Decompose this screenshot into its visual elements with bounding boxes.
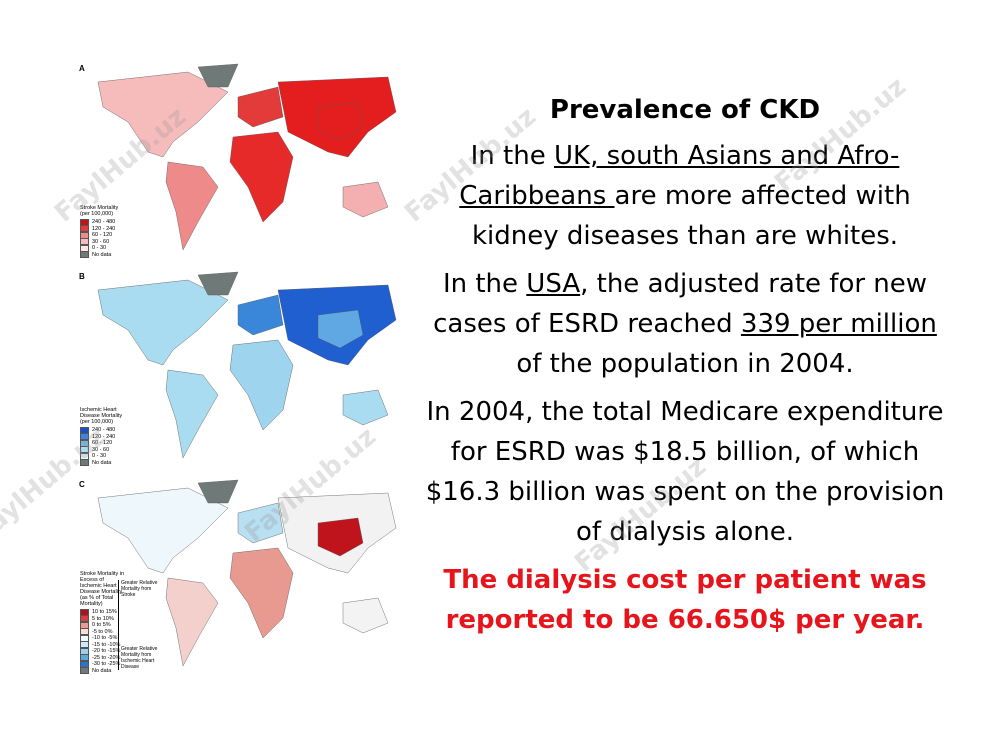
paragraph: In the USA, the adjusted rate for new ca… [425,264,945,384]
legend-row: No data [80,667,124,675]
legend-label: 240 - 480 [92,427,116,434]
legend-row: No data [80,459,124,467]
legend-label: 0 - 30 [92,245,107,252]
panel-label: C [79,480,85,489]
legend-label: 60 - 120 [92,440,113,447]
map-figure: A Stroke Mortality (per 100,000) 240 - 480… [78,62,398,682]
text-block: Prevalence of CKD In the UK, south Asian… [425,90,945,648]
world-map [97,271,397,459]
text-run: 339 per million [740,309,937,339]
map-legend: Ischemic Heart Disease Mortality (per 10… [80,407,124,467]
legend-label: -5 to 0% [92,628,113,635]
region [237,502,284,544]
region [237,294,284,336]
legend-label: No data [92,459,112,466]
legend-label: 5 to 10% [92,615,114,622]
text-run: In the [470,141,554,171]
legend-label: 10 to 15% [92,609,117,616]
legend-label: 120 - 240 [92,433,116,440]
legend-swatch [80,667,89,675]
region [165,161,219,251]
region [229,339,294,431]
region [165,369,219,459]
region [229,131,294,223]
legend-label: -25 to -20% [92,654,121,661]
text-run: USA [526,269,581,299]
text-run: , the adjusted rate for new cases of ESR… [433,269,928,339]
region [229,547,294,639]
arrow-label: Greater Relative Mortality from Ischemic… [121,646,158,670]
panel-label: B [79,272,85,281]
region [342,181,389,218]
title: Prevalence of CKD [549,95,821,125]
text-run: In the [442,269,527,299]
legend-label: No data [92,251,112,258]
legend-title: Stroke Mortality (per 100,000) [80,205,119,217]
paragraph: The dialysis cost per patient was report… [425,560,945,640]
region [237,86,284,128]
paragraph: In the UK, south Asians and Afro-Caribbe… [425,136,945,256]
legend-label: -10 to -5% [92,635,118,642]
paragraph: In 2004, the total Medicare expenditure … [425,392,945,552]
text-run: UK, south Asians and Afro-Caribbeans [459,141,900,211]
legend-label: -30 to -25% [92,661,121,668]
legend-label: No data [92,667,112,674]
world-map [97,63,397,251]
region [197,63,239,88]
world-map [97,479,397,667]
legend-label: 120 - 240 [92,225,116,232]
legend-label: 0 to 5% [92,622,111,629]
legend-label: -20 to -15% [92,648,121,655]
legend-swatch [80,251,89,259]
region [197,479,239,504]
region [317,517,364,557]
region [165,577,219,667]
region [342,389,389,426]
text-run: are more affected with kidney diseases t… [471,181,911,251]
panel-label: A [79,64,85,73]
legend-title: Stroke Mortality in Excess of Ischemic H… [80,571,125,607]
region [342,597,389,634]
legend-label: 0 - 30 [92,453,107,460]
legend-arrows: Greater Relative Mortality from Stroke Gr… [118,580,163,670]
legend-row: No data [80,251,124,259]
map-legend: Stroke Mortality in Excess of Ischemic H… [80,571,125,675]
legend-swatch [80,459,89,467]
map-panel: A Stroke Mortality (per 100,000) 240 - 480… [78,62,398,262]
region [197,271,239,296]
legend-label: 60 - 120 [92,232,113,239]
legend-label: 30 - 60 [92,238,110,245]
region [317,309,364,349]
text-run: In 2004, the total Medicare expenditure … [425,397,945,547]
arrow-label: Greater Relative Mortality from Stroke [121,580,158,598]
map-legend: Stroke Mortality (per 100,000) 240 - 480 1… [80,205,124,259]
map-panel: C Stroke Mortality in Excess of Ischemic … [78,478,398,678]
map-panel: B Ischemic Heart Disease Mortality (per 1… [78,270,398,470]
text-run: of the population in 2004. [516,349,854,379]
legend-label: 30 - 60 [92,446,110,453]
region [317,101,364,141]
text-run: The dialysis cost per patient was report… [443,565,927,635]
legend-label: 240 - 480 [92,219,116,226]
legend-title: Ischemic Heart Disease Mortality (per 10… [80,407,123,425]
legend-label: -15 to -10% [92,641,121,648]
